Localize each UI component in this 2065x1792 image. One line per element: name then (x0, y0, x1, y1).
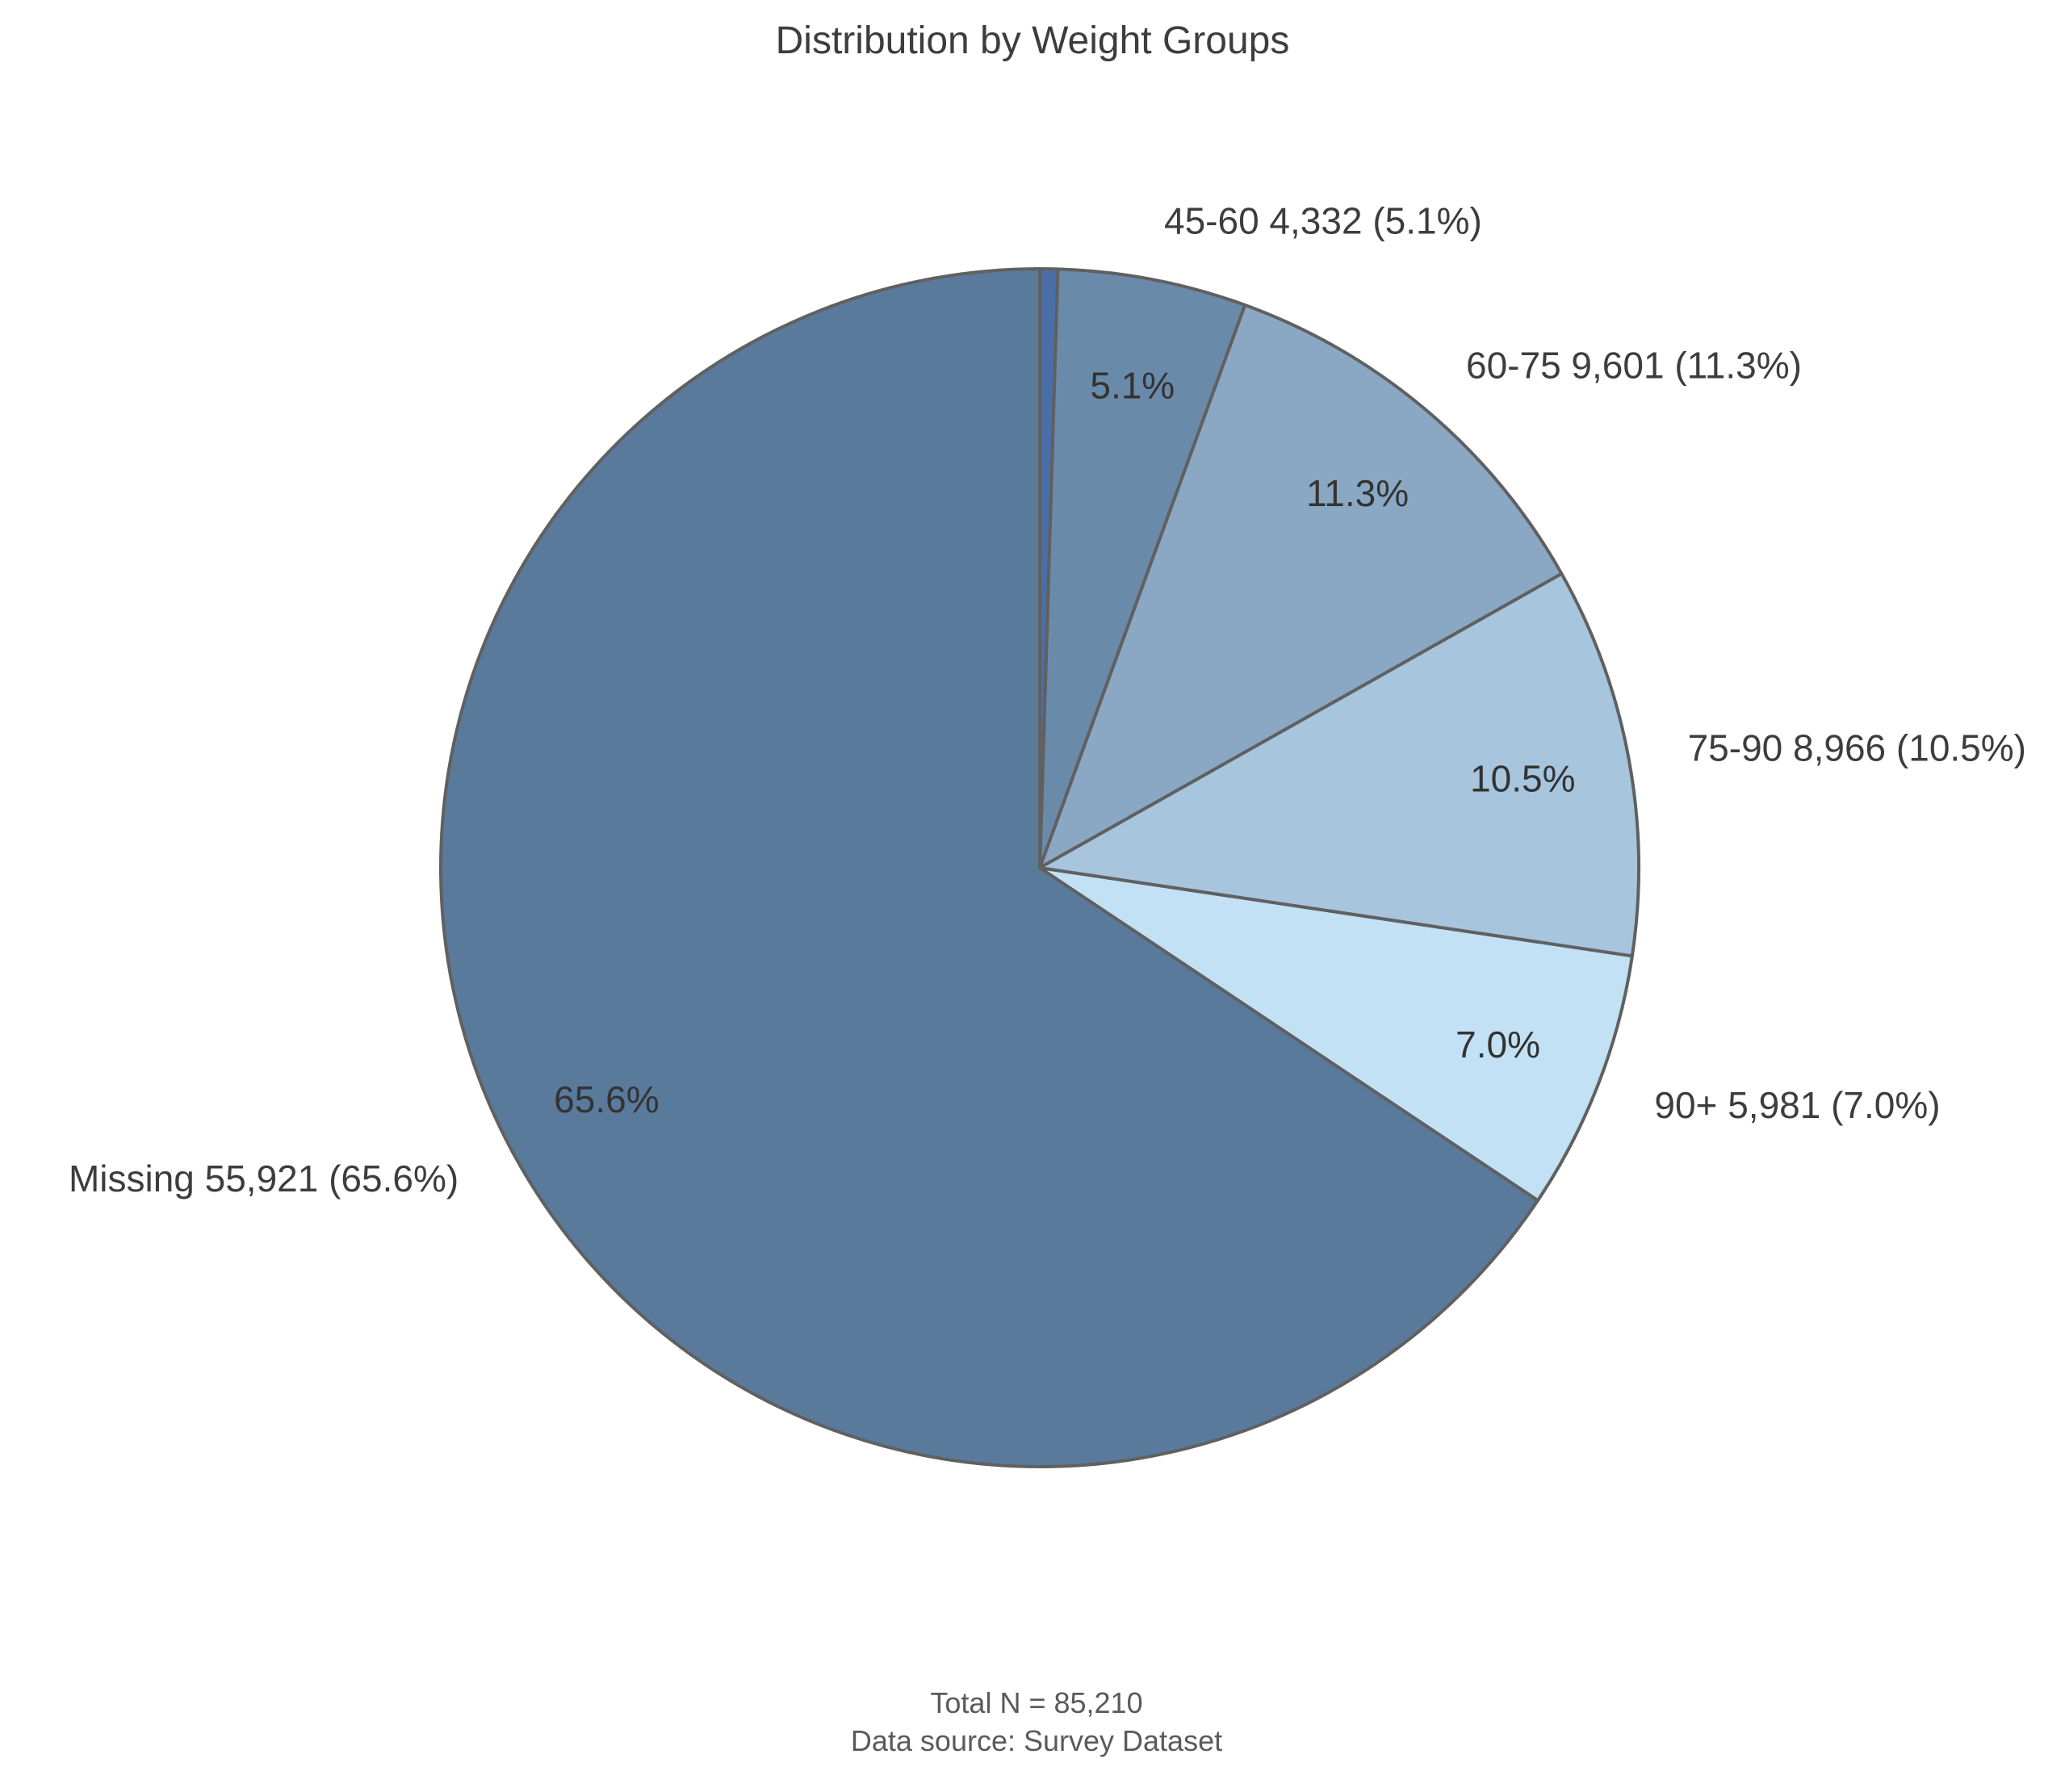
pie-slices (439, 267, 1640, 1468)
pie-slice-60-75 (1038, 303, 1564, 869)
category-label-75-90: 75-90 8,966 (10.5%) (1688, 727, 2026, 769)
percent-label-90-plus: 7.0% (1456, 1024, 1540, 1066)
data-source-footnote: Data source: Survey Dataset (851, 1724, 1222, 1757)
pie-slice-45-60 (1038, 267, 1247, 869)
slice-percent-labels: 65.6% 7.0% 10.5% 11.3% 5.1% (554, 365, 1575, 1120)
category-label-45-60: 45-60 4,332 (5.1%) (1164, 200, 1482, 242)
category-label-90-plus: 90+ 5,981 (7.0%) (1654, 1084, 1940, 1126)
percent-label-60-75: 11.3% (1306, 472, 1409, 514)
chart-title: Distribution by Weight Groups (776, 19, 1290, 62)
pie-slice-75-90 (1038, 572, 1640, 958)
percent-label-missing: 65.6% (554, 1078, 659, 1120)
percent-label-45-60: 5.1% (1090, 365, 1175, 407)
pie-slice-unlabeled (1038, 267, 1060, 869)
slice-category-labels: Missing 55,921 (65.6%) 90+ 5,981 (7.0%) 75… (69, 200, 2026, 1200)
percent-label-75-90: 10.5% (1470, 758, 1575, 800)
category-label-60-75: 60-75 9,601 (11.3%) (1466, 345, 1802, 387)
pie-slice-90-plus (1038, 866, 1634, 1203)
total-n-footnote: Total N = 85,210 (930, 1686, 1142, 1719)
pie-slice-missing (439, 267, 1540, 1468)
category-label-missing: Missing 55,921 (65.6%) (69, 1158, 459, 1200)
